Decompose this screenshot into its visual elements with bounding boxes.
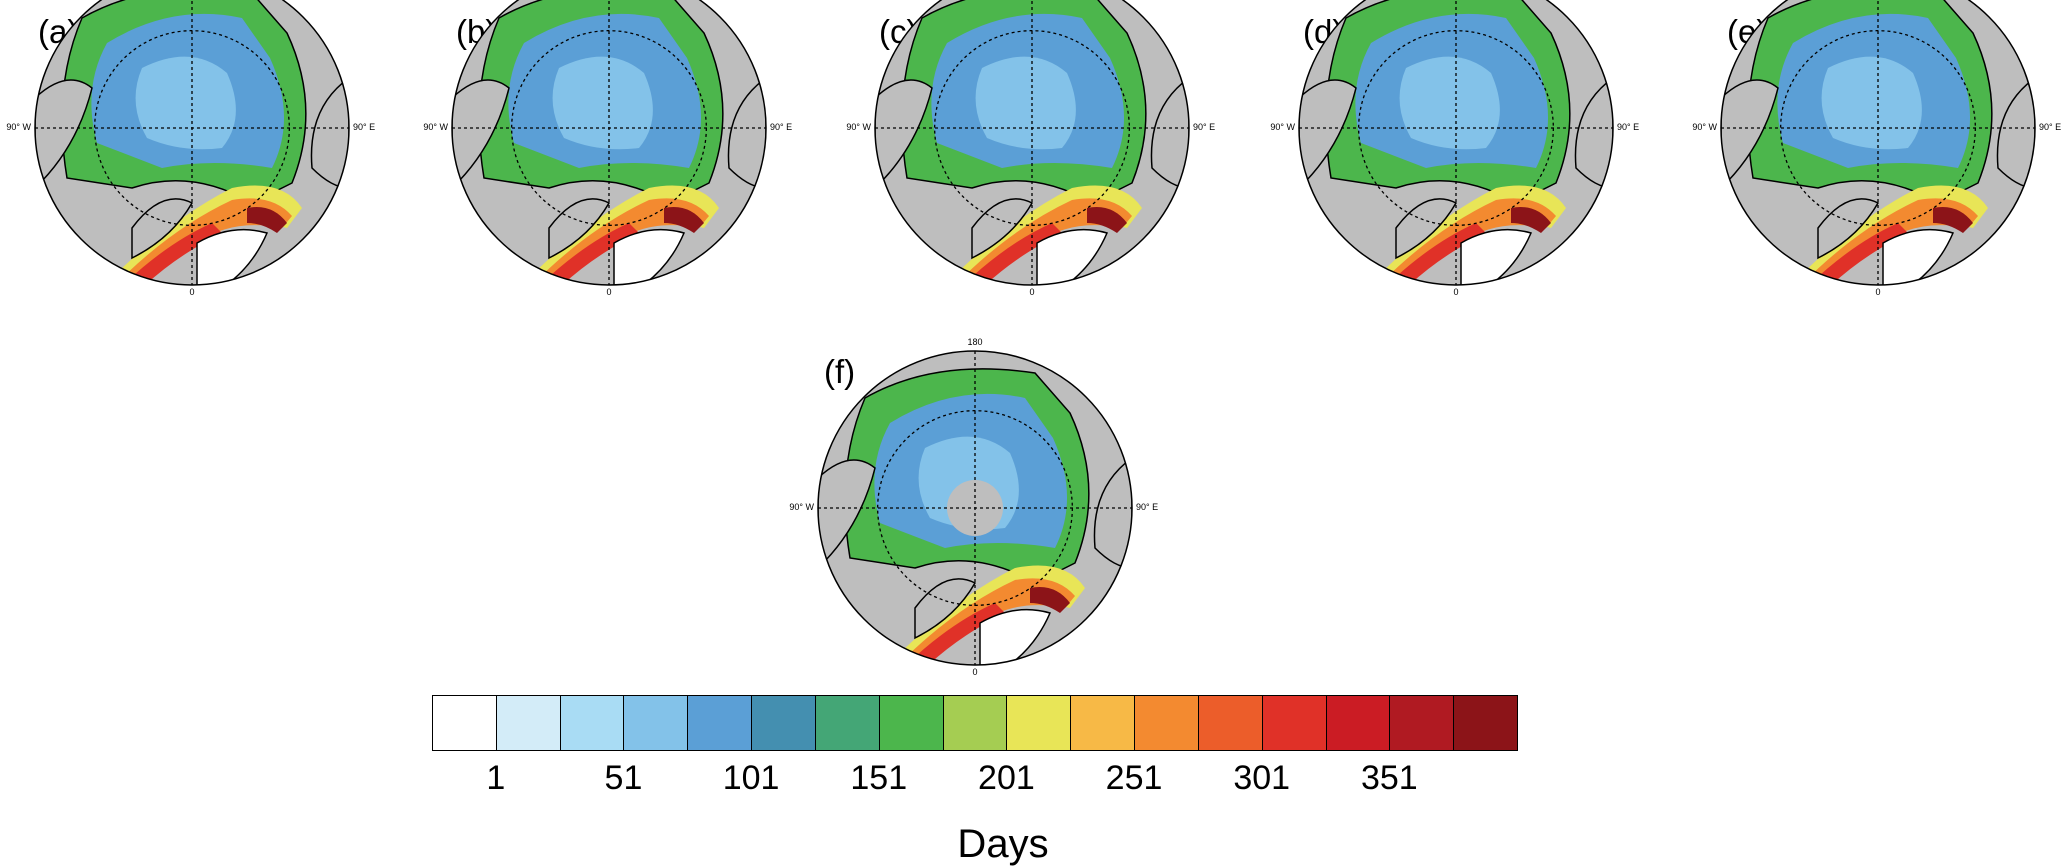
central-arctic-region [1399, 56, 1500, 150]
polar-map [451, 0, 767, 286]
longitude-tick-label: 90° W [1270, 122, 1295, 132]
atlantic-red-region [1386, 223, 1486, 285]
colorbar-swatch [814, 695, 880, 751]
colorbar-title: Days [957, 822, 1049, 866]
colorbar-swatch [1134, 695, 1199, 751]
colorbar-swatch [1261, 695, 1327, 751]
colorbar-swatch [1389, 695, 1455, 751]
colorbar-swatch [1325, 695, 1391, 751]
longitude-tick-label: 90° E [1617, 122, 1640, 132]
longitude-tick-label: 0 [1875, 287, 1881, 297]
atlantic-red-region [539, 223, 639, 285]
polar-map [34, 0, 350, 286]
colorbar-swatch [1070, 695, 1136, 751]
central-arctic-region [975, 56, 1076, 150]
longitude-tick-label: 180 [967, 337, 983, 347]
colorbar-swatch [878, 695, 944, 751]
colorbar-swatch [623, 695, 689, 751]
colorbar-tick-label: 51 [604, 759, 643, 797]
colorbar-swatch [1197, 695, 1263, 751]
barents-darkred-region [247, 207, 287, 233]
polar-map [817, 350, 1133, 666]
north-america-land [1299, 79, 1357, 190]
longitude-tick-label: 90° E [353, 122, 376, 132]
longitude-tick-label: 90° E [2039, 122, 2062, 132]
longitude-tick-label: 0 [189, 287, 195, 297]
polar-map [874, 0, 1190, 286]
barents-darkred-region [1030, 587, 1070, 613]
atlantic-red-region [122, 223, 222, 285]
colorbar-swatch [687, 695, 753, 751]
colorbar-swatch [495, 695, 561, 751]
polar-map [1720, 0, 2036, 286]
atlantic-red-region [962, 223, 1062, 285]
colorbar-tick-label: 1 [486, 759, 506, 797]
north-america-land [875, 79, 933, 190]
colorbar-tick-label: 151 [850, 759, 908, 797]
north-america-land [1721, 79, 1779, 190]
polar-map [1298, 0, 1614, 286]
colorbar-tick-label: 351 [1360, 759, 1418, 797]
barents-darkred-region [1511, 207, 1551, 233]
colorbar-tick-label: 101 [722, 759, 780, 797]
longitude-tick-label: 90° W [1692, 122, 1717, 132]
longitude-tick-label: 90° W [846, 122, 871, 132]
central-arctic-region [552, 56, 653, 150]
colorbar-swatch [432, 695, 497, 751]
colorbar-swatch [751, 695, 816, 751]
longitude-tick-label: 90° E [770, 122, 793, 132]
colorbar-swatch [559, 695, 625, 751]
barents-darkred-region [664, 207, 704, 233]
north-america-land [452, 79, 510, 190]
longitude-tick-label: 0 [1453, 287, 1459, 297]
longitude-tick-label: 0 [972, 667, 978, 677]
north-america-land [818, 459, 876, 570]
longitude-tick-label: 0 [606, 287, 612, 297]
barents-darkred-region [1933, 207, 1973, 233]
colorbar-tick-label: 301 [1233, 759, 1291, 797]
north-america-land [35, 79, 93, 190]
colorbar-swatch [1453, 695, 1518, 751]
colorbar-tick-label: 251 [1105, 759, 1163, 797]
atlantic-red-region [1808, 223, 1908, 285]
colorbar-tick-label: 201 [978, 759, 1035, 797]
longitude-tick-label: 90° W [789, 502, 814, 512]
longitude-tick-label: 0 [1029, 287, 1035, 297]
central-arctic-region [135, 56, 236, 150]
colorbar-swatch [942, 695, 1008, 751]
panel-letter: (f) [824, 353, 856, 390]
longitude-tick-label: 90° E [1136, 502, 1159, 512]
central-arctic-region [1821, 56, 1922, 150]
longitude-tick-label: 90° W [6, 122, 31, 132]
longitude-tick-label: 90° W [423, 122, 448, 132]
barents-darkred-region [1087, 207, 1127, 233]
atlantic-red-region [905, 603, 1005, 665]
colorbar-swatch [1006, 695, 1072, 751]
longitude-tick-label: 90° E [1193, 122, 1216, 132]
